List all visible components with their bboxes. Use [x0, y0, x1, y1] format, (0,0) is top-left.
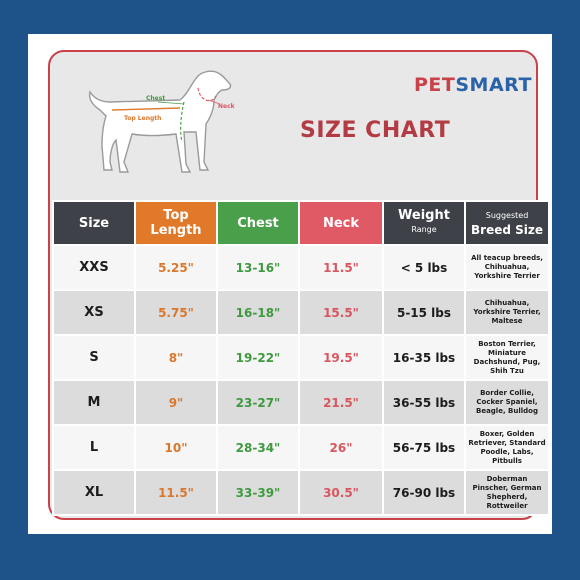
- table-header-row: Size Top Length Chest Neck Weight Range …: [52, 200, 550, 246]
- logo-smart: SMART: [455, 74, 532, 96]
- petsmart-logo: PETSMART: [414, 74, 532, 96]
- top-length-label: Top Length: [124, 115, 161, 122]
- dog-measurement-diagram: Chest Neck Top Length: [88, 70, 236, 173]
- header-chest: Chest: [216, 200, 300, 246]
- chest-cell: 23-27": [216, 379, 300, 426]
- table-row: L 10" 28-34" 26" 56-75 lbs Boxer, Golden…: [52, 424, 550, 471]
- weight-cell: 76-90 lbs: [382, 469, 466, 516]
- top-length-cell: 5.75": [134, 289, 218, 336]
- top-length-cell: 10": [134, 424, 218, 471]
- neck-cell: 26": [298, 424, 384, 471]
- header-breed: Suggested Breed Size: [464, 200, 550, 246]
- top-length-cell: 8": [134, 334, 218, 381]
- neck-cell: 11.5": [298, 244, 384, 291]
- top-length-cell: 5.25": [134, 244, 218, 291]
- top-length-cell: 9": [134, 379, 218, 426]
- header-weight: Weight Range: [382, 200, 466, 246]
- neck-cell: 21.5": [298, 379, 384, 426]
- chest-arrow-line: [157, 101, 185, 105]
- size-cell: L: [52, 424, 136, 471]
- weight-cell: 16-35 lbs: [382, 334, 466, 381]
- header-breed-sub: Suggested: [485, 211, 529, 220]
- neck-cell: 30.5": [298, 469, 384, 516]
- size-chart-table: Size Top Length Chest Neck Weight Range …: [52, 200, 550, 516]
- size-cell: XL: [52, 469, 136, 516]
- breed-cell: Boston Terrier, Miniature Dachshund, Pug…: [464, 334, 550, 381]
- header-top-length: Top Length: [134, 200, 218, 246]
- size-cell: XS: [52, 289, 136, 336]
- header-neck: Neck: [298, 200, 384, 246]
- header-weight-label: Weight: [398, 208, 450, 223]
- table-row: S 8" 19-22" 19.5" 16-35 lbs Boston Terri…: [52, 334, 550, 381]
- neck-cell: 19.5": [298, 334, 384, 381]
- chest-cell: 16-18": [216, 289, 300, 336]
- size-cell: XXS: [52, 244, 136, 291]
- chest-measurement-line: [180, 101, 185, 143]
- table-row: M 9" 23-27" 21.5" 36-55 lbs Border Colli…: [52, 379, 550, 426]
- size-cell: M: [52, 379, 136, 426]
- chest-cell: 33-39": [216, 469, 300, 516]
- neck-arrow-line: [207, 99, 221, 105]
- breed-cell: Boxer, Golden Retriever, Standard Poodle…: [464, 424, 550, 471]
- table-row: XXS 5.25" 13-16" 11.5" < 5 lbs All teacu…: [52, 244, 550, 291]
- neck-measurement-line: [197, 87, 217, 102]
- weight-cell: 56-75 lbs: [382, 424, 466, 471]
- top-length-cell: 11.5": [134, 469, 218, 516]
- table-row: XS 5.75" 16-18" 15.5" 5-15 lbs Chihuahua…: [52, 289, 550, 336]
- logo-pet: PET: [414, 74, 456, 96]
- header-breed-label: Breed Size: [471, 223, 543, 237]
- breed-cell: Doberman Pinscher, German Shepherd, Rott…: [464, 469, 550, 516]
- chest-cell: 13-16": [216, 244, 300, 291]
- neck-cell: 15.5": [298, 289, 384, 336]
- breed-cell: Border Collie, Cocker Spaniel, Beagle, B…: [464, 379, 550, 426]
- weight-cell: 5-15 lbs: [382, 289, 466, 336]
- top-length-line: [111, 107, 181, 111]
- chest-cell: 19-22": [216, 334, 300, 381]
- header-weight-sub: Range: [411, 225, 437, 234]
- breed-cell: Chihuahua, Yorkshire Terrier, Maltese: [464, 289, 550, 336]
- page-title: SIZE CHART: [300, 118, 451, 143]
- weight-cell: 36-55 lbs: [382, 379, 466, 426]
- weight-cell: < 5 lbs: [382, 244, 466, 291]
- header-size: Size: [52, 200, 136, 246]
- size-cell: S: [52, 334, 136, 381]
- table-row: XL 11.5" 33-39" 30.5" 76-90 lbs Doberman…: [52, 469, 550, 516]
- chest-cell: 28-34": [216, 424, 300, 471]
- chest-label: Chest: [146, 95, 165, 102]
- breed-cell: All teacup breeds, Chihuahua, Yorkshire …: [464, 244, 550, 291]
- neck-label: Neck: [218, 103, 236, 110]
